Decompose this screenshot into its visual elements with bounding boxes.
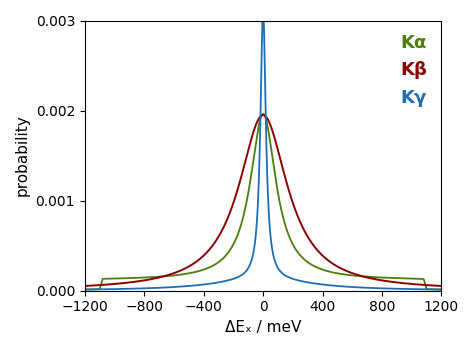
Y-axis label: probability: probability [15, 115, 30, 196]
Legend: $\mathbf{K\alpha}$, $\mathbf{K\beta}$, $\mathbf{K\gamma}$: $\mathbf{K\alpha}$, $\mathbf{K\beta}$, $… [389, 27, 435, 116]
X-axis label: ΔEₓ / meV: ΔEₓ / meV [225, 320, 301, 335]
